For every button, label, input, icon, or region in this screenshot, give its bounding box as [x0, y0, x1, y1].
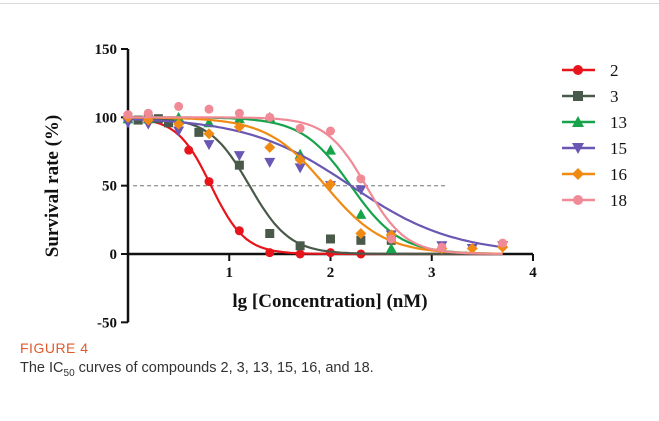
data-point-2 — [234, 226, 244, 236]
series-3 — [123, 112, 503, 256]
legend: 2 3 13 15 16 18 — [562, 61, 627, 210]
legend-item-13: 13 — [562, 113, 627, 132]
data-point-15 — [173, 126, 185, 137]
legend-marker — [573, 195, 583, 205]
data-point-15 — [203, 140, 215, 151]
data-point-16 — [173, 118, 185, 130]
caption-prefix: The IC — [20, 360, 64, 376]
plot-area: -50 0 50 100 150 1 2 3 4 — [95, 42, 538, 331]
x-tick-label: 1 — [226, 265, 234, 281]
data-point-18 — [386, 234, 396, 244]
x-tick-label: 2 — [327, 265, 335, 281]
data-point-3 — [295, 241, 305, 251]
data-point-16 — [355, 228, 367, 239]
caption-subscript: 50 — [63, 367, 75, 379]
legend-label: 2 — [610, 61, 619, 80]
legend-item-15: 15 — [562, 139, 627, 158]
x-axis-label: lg [Concentration] (nM) — [232, 291, 427, 312]
data-point-13 — [385, 243, 397, 254]
data-point-18 — [498, 238, 508, 248]
y-tick-label: 0 — [110, 247, 118, 263]
data-point-16 — [203, 128, 215, 140]
legend-label: 16 — [610, 165, 627, 184]
data-point-2 — [265, 248, 275, 258]
data-point-13 — [325, 144, 336, 155]
data-point-18 — [265, 112, 275, 122]
y-tick-label: 50 — [102, 179, 117, 195]
data-point-13 — [355, 208, 367, 219]
data-point-3 — [265, 229, 275, 238]
legend-item-3: 3 — [562, 87, 619, 106]
data-point-18 — [204, 104, 214, 114]
data-point-16 — [325, 178, 336, 190]
legend-item-16: 16 — [562, 165, 627, 184]
data-point-18 — [123, 110, 133, 120]
y-tick-label: 150 — [95, 42, 118, 58]
legend-label: 13 — [610, 113, 627, 132]
data-point-3 — [234, 160, 244, 170]
data-point-15 — [264, 157, 276, 168]
data-point-16 — [294, 154, 306, 166]
legend-item-2: 2 — [562, 61, 619, 80]
data-point-18 — [326, 126, 335, 136]
data-point-15 — [294, 163, 306, 174]
legend-label: 3 — [610, 87, 619, 106]
legend-marker — [573, 65, 583, 75]
x-tick-label: 3 — [428, 265, 436, 281]
data-point-2 — [184, 145, 194, 155]
data-point-16 — [233, 121, 245, 133]
figure-label: FIGURE 4 — [20, 340, 89, 356]
legend-marker — [572, 116, 584, 127]
data-point-3 — [164, 118, 173, 128]
y-tick-label: 100 — [95, 110, 118, 126]
legend-marker — [572, 143, 584, 154]
data-point-2 — [295, 249, 305, 259]
top-divider — [0, 3, 659, 4]
data-point-18 — [234, 108, 244, 118]
data-point-3 — [356, 235, 366, 245]
data-point-18 — [143, 108, 153, 118]
legend-marker — [573, 91, 583, 101]
y-axis-label: Survival rate (%) — [42, 115, 63, 257]
data-point-15 — [355, 185, 367, 196]
data-point-2 — [204, 177, 214, 187]
data-point-16 — [264, 141, 276, 153]
legend-marker — [572, 168, 584, 180]
fit-curve-15 — [127, 118, 503, 249]
data-point-3 — [194, 127, 204, 137]
ic50-chart: -50 0 50 100 150 1 2 3 4 Survival rate (%) lg [C… — [42, 42, 627, 331]
data-point-18 — [356, 174, 366, 184]
data-point-18 — [295, 123, 305, 133]
data-point-3 — [326, 234, 335, 244]
legend-item-18: 18 — [562, 191, 627, 210]
series-18 — [123, 101, 508, 255]
legend-label: 18 — [610, 191, 627, 210]
data-point-18 — [437, 242, 447, 252]
figure-caption: The IC50 curves of compounds 2, 3, 13, 1… — [20, 360, 374, 379]
x-tick-label: 4 — [529, 265, 537, 281]
series-2 — [123, 115, 503, 259]
data-point-16 — [466, 243, 478, 255]
data-point-15 — [233, 151, 245, 162]
y-tick-label: -50 — [97, 315, 117, 331]
legend-label: 15 — [610, 139, 627, 158]
caption-suffix: curves of compounds 2, 3, 13, 15, 16, an… — [74, 360, 374, 376]
data-point-15 — [122, 118, 134, 129]
data-point-18 — [174, 101, 184, 111]
